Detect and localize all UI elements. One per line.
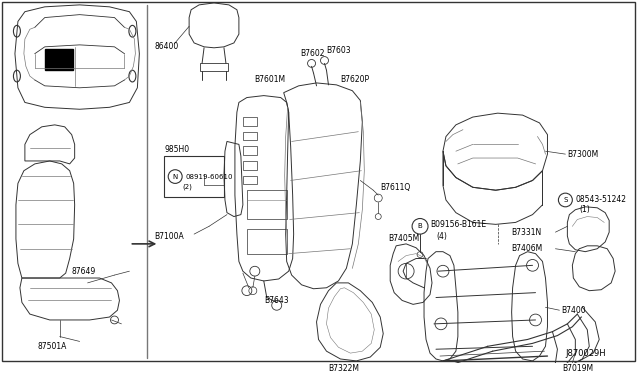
Bar [243, 161, 257, 170]
Text: B7643: B7643 [264, 296, 289, 305]
Text: B7100A: B7100A [154, 231, 184, 241]
Text: 985H0: 985H0 [164, 145, 189, 154]
Bar [243, 132, 257, 141]
Text: B7019M: B7019M [563, 364, 593, 372]
Text: 08919-60610: 08919-60610 [185, 174, 233, 180]
Text: (1): (1) [579, 205, 590, 214]
Text: (2): (2) [182, 183, 192, 190]
Text: B: B [418, 223, 422, 229]
Text: B7405M: B7405M [388, 234, 419, 244]
Text: (4): (4) [436, 231, 447, 241]
Text: B7400: B7400 [561, 306, 586, 315]
Text: B7300M: B7300M [568, 150, 598, 158]
Bar [243, 146, 257, 155]
Text: B7601M: B7601M [254, 76, 285, 84]
Bar [247, 229, 287, 254]
Bar [200, 63, 228, 71]
Bar [243, 117, 257, 126]
Text: B7602: B7602 [301, 49, 325, 58]
Text: J870029H: J870029H [565, 349, 606, 357]
Bar [45, 49, 73, 70]
Text: B7322M: B7322M [328, 364, 360, 372]
Text: B7603: B7603 [326, 46, 351, 55]
Text: N: N [173, 174, 178, 180]
Text: B09156-B161E: B09156-B161E [430, 220, 486, 229]
Text: 87649: 87649 [72, 267, 96, 276]
Text: B7406M: B7406M [511, 244, 543, 253]
Text: B7611Q: B7611Q [380, 183, 410, 192]
Text: S: S [563, 197, 568, 203]
Text: B7331N: B7331N [511, 228, 542, 237]
Text: 08543-51242: 08543-51242 [575, 195, 627, 205]
Text: 87501A: 87501A [38, 342, 67, 351]
Bar [164, 156, 224, 197]
Text: B7620P: B7620P [340, 76, 369, 84]
Bar [243, 176, 257, 185]
Bar [247, 190, 287, 219]
Text: 86400: 86400 [154, 42, 179, 51]
